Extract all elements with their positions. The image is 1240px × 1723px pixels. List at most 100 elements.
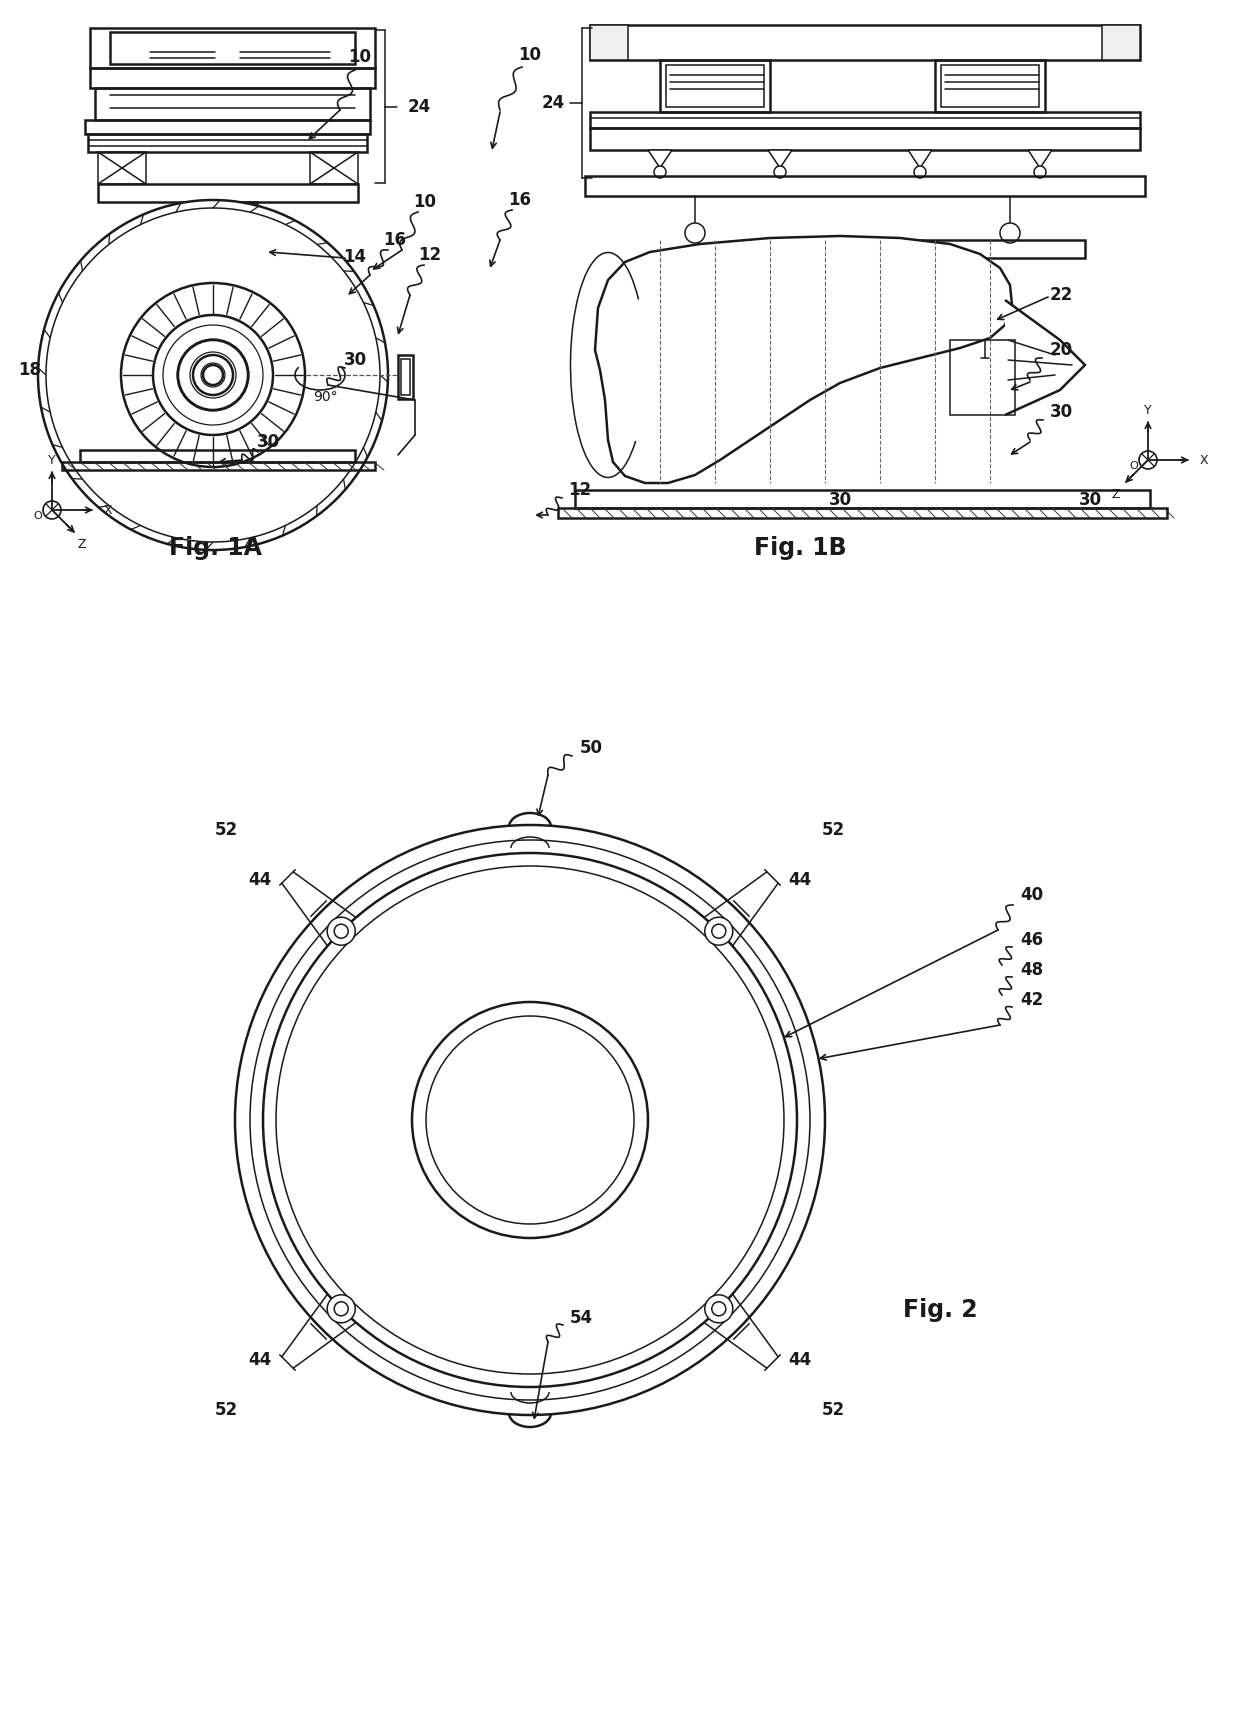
Bar bbox=[86, 121, 370, 134]
Circle shape bbox=[277, 867, 784, 1373]
Text: 24: 24 bbox=[542, 95, 565, 112]
Text: 48: 48 bbox=[1021, 961, 1043, 979]
Circle shape bbox=[222, 221, 242, 239]
Text: 22: 22 bbox=[1050, 286, 1074, 303]
Text: 52: 52 bbox=[822, 822, 846, 839]
Text: 46: 46 bbox=[1021, 930, 1043, 949]
Circle shape bbox=[236, 825, 825, 1415]
Circle shape bbox=[327, 1294, 355, 1323]
Text: 52: 52 bbox=[215, 1401, 238, 1418]
Text: X: X bbox=[1200, 453, 1209, 467]
Bar bbox=[88, 134, 367, 152]
Circle shape bbox=[712, 1303, 725, 1316]
Text: 52: 52 bbox=[822, 1401, 846, 1418]
Bar bbox=[941, 65, 1039, 107]
Bar bbox=[98, 152, 146, 184]
Bar bbox=[590, 26, 627, 60]
Bar bbox=[590, 26, 1140, 60]
Text: 10: 10 bbox=[518, 47, 542, 64]
Text: 16: 16 bbox=[508, 191, 532, 208]
Circle shape bbox=[704, 917, 733, 946]
Text: Fig. 1B: Fig. 1B bbox=[754, 536, 847, 560]
Bar bbox=[95, 88, 370, 121]
Circle shape bbox=[327, 917, 355, 946]
Bar bbox=[833, 284, 847, 314]
Bar bbox=[91, 67, 374, 88]
Text: 90°: 90° bbox=[312, 389, 337, 403]
Text: 30: 30 bbox=[343, 351, 367, 369]
Polygon shape bbox=[908, 150, 932, 169]
Circle shape bbox=[999, 222, 1021, 243]
Bar bbox=[1102, 26, 1140, 60]
Text: Z: Z bbox=[1112, 488, 1120, 500]
Circle shape bbox=[335, 1303, 348, 1316]
Text: Fig. 1A: Fig. 1A bbox=[169, 536, 262, 560]
Text: 14: 14 bbox=[343, 248, 367, 265]
Circle shape bbox=[263, 853, 797, 1387]
Text: 10: 10 bbox=[413, 193, 436, 210]
Text: 12: 12 bbox=[568, 481, 591, 500]
Bar bbox=[207, 202, 257, 219]
Text: 30: 30 bbox=[828, 491, 852, 508]
Text: 44: 44 bbox=[248, 1351, 272, 1370]
Text: 50: 50 bbox=[580, 739, 603, 756]
Polygon shape bbox=[649, 150, 672, 169]
Circle shape bbox=[179, 339, 248, 410]
Circle shape bbox=[335, 924, 348, 939]
Bar bbox=[590, 128, 1140, 150]
Text: 30: 30 bbox=[257, 432, 279, 451]
Circle shape bbox=[1140, 451, 1157, 469]
Circle shape bbox=[704, 1294, 733, 1323]
Bar bbox=[558, 508, 1167, 519]
Circle shape bbox=[412, 1003, 649, 1239]
Bar bbox=[62, 462, 374, 470]
Text: O: O bbox=[1130, 462, 1138, 470]
Text: 40: 40 bbox=[1021, 886, 1043, 905]
Bar bbox=[590, 112, 1140, 128]
Bar bbox=[575, 489, 1149, 508]
Text: 42: 42 bbox=[1021, 991, 1043, 1010]
Text: 10: 10 bbox=[348, 48, 372, 65]
Circle shape bbox=[1034, 165, 1047, 177]
Circle shape bbox=[193, 355, 233, 395]
Bar bbox=[110, 33, 355, 64]
Bar bbox=[81, 450, 355, 462]
Text: Fig. 2: Fig. 2 bbox=[903, 1297, 977, 1322]
Circle shape bbox=[203, 365, 223, 384]
Circle shape bbox=[653, 165, 666, 177]
Text: Z: Z bbox=[78, 538, 87, 551]
Polygon shape bbox=[1004, 300, 1085, 415]
Text: 44: 44 bbox=[789, 1351, 812, 1370]
Circle shape bbox=[684, 222, 706, 243]
Circle shape bbox=[914, 165, 926, 177]
Text: X: X bbox=[104, 503, 113, 517]
Circle shape bbox=[250, 841, 810, 1401]
Bar bbox=[585, 176, 1145, 196]
Text: 30: 30 bbox=[1050, 403, 1073, 420]
Bar bbox=[91, 28, 374, 67]
Circle shape bbox=[43, 501, 61, 519]
Bar bbox=[950, 339, 1016, 415]
Text: Y: Y bbox=[48, 453, 56, 467]
Bar bbox=[666, 65, 764, 107]
Circle shape bbox=[712, 924, 725, 939]
Polygon shape bbox=[1028, 150, 1052, 169]
Text: 16: 16 bbox=[383, 231, 407, 250]
Bar bbox=[98, 184, 358, 202]
Text: Y: Y bbox=[1145, 403, 1152, 417]
Polygon shape bbox=[595, 236, 1012, 482]
Text: 24: 24 bbox=[408, 98, 432, 115]
Bar bbox=[310, 152, 358, 184]
Text: 52: 52 bbox=[215, 822, 238, 839]
Bar bbox=[935, 60, 1045, 112]
Text: 44: 44 bbox=[248, 870, 272, 889]
Bar bbox=[978, 296, 992, 336]
Text: 18: 18 bbox=[19, 362, 41, 379]
Circle shape bbox=[46, 208, 379, 543]
Text: O: O bbox=[33, 512, 42, 520]
Circle shape bbox=[38, 200, 388, 550]
Circle shape bbox=[774, 165, 786, 177]
Bar bbox=[218, 229, 246, 250]
Bar bbox=[401, 358, 410, 395]
Text: 54: 54 bbox=[570, 1309, 593, 1327]
